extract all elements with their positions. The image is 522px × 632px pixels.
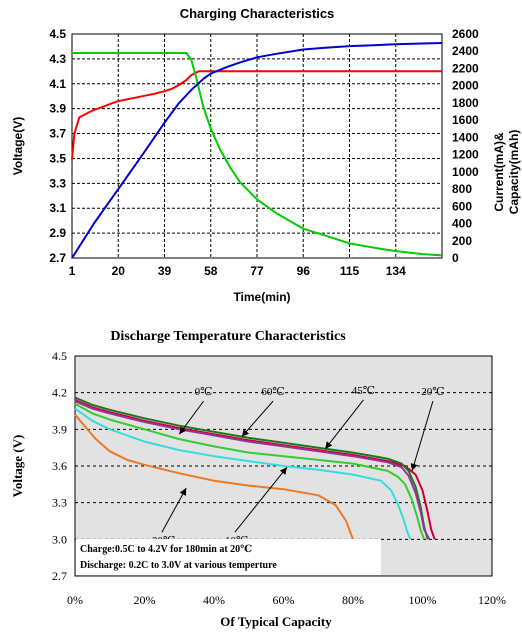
- discharge-annotation-arrowhead: [410, 463, 418, 471]
- discharge-series-line-3: [74, 402, 426, 540]
- charging-x-tick-label: 96: [297, 264, 311, 278]
- discharge-y-tick-label: 3.0: [52, 532, 67, 546]
- charging-y2-tick-label: 1800: [452, 96, 479, 110]
- charging-y-tick-label: 3.7: [49, 127, 66, 141]
- charging-x-tick-label: 115: [340, 264, 360, 278]
- discharge-series-line-1: [74, 396, 429, 540]
- discharge-y-tick-label: 4.5: [52, 349, 67, 363]
- discharge-x-axis-label: Of Typical Capacity: [220, 614, 332, 629]
- charging-y-ticks: 2.7 2.9 3.1 3.3 3.5 3.7 3.9 4.1 4.3 4.5: [49, 27, 66, 265]
- discharge-x-ticks: 0% 20% 40% 60% 80% 100% 120%: [67, 593, 506, 607]
- charging-y2-tick-label: 400: [452, 217, 472, 231]
- discharge-series-line-5: [74, 414, 354, 540]
- discharge-x-tick-label: 60%: [273, 593, 295, 607]
- discharge-annotation-arrowhead: [179, 426, 187, 435]
- discharge-y-tick-label: 2.7: [52, 569, 67, 583]
- discharge-annotation-label: 45℃: [352, 385, 375, 397]
- charging-y2-tick-label: 2000: [452, 79, 479, 93]
- charging-y2-axis-label-line1: Current(mA)&: [492, 132, 506, 212]
- charging-x-tick-label: 77: [250, 264, 264, 278]
- charging-y-tick-label: 4.5: [49, 27, 66, 41]
- charging-x-tick-label: 1: [69, 264, 76, 278]
- charging-y2-tick-label: 2400: [452, 44, 479, 58]
- charging-series-line-0: [71, 70, 442, 160]
- charging-y2-tick-label: 1400: [452, 130, 479, 144]
- charging-x-tick-label: 58: [204, 264, 218, 278]
- discharge-note-line2: Discharge: 0.2C to 3.0V at various tempe…: [80, 560, 277, 571]
- discharge-annotation-arrow: [161, 487, 187, 533]
- charging-y-tick-label: 3.5: [49, 151, 66, 165]
- discharge-annotations: 0℃60℃45℃20℃-20℃-10℃: [148, 385, 444, 547]
- charging-y-tick-label: 4.3: [49, 52, 66, 66]
- discharge-annotation-label: 20℃: [421, 386, 444, 398]
- charging-x-tick-label: 134: [386, 264, 406, 278]
- discharge-annotation-arrow: [234, 466, 288, 533]
- charging-x-ticks: 1 20 39 58 77 96 115 134: [69, 264, 406, 278]
- charging-y-tick-label: 4.1: [49, 77, 66, 91]
- discharge-annotation-arrow: [411, 400, 434, 472]
- discharge-annotation-arrowhead: [241, 429, 250, 437]
- discharge-y-tick-label: 3.6: [52, 459, 67, 473]
- charging-x-tick-label: 20: [112, 264, 126, 278]
- discharge-series-line-0: [74, 399, 436, 540]
- charging-series-line-2: [71, 42, 443, 259]
- charging-y2-tick-label: 200: [452, 234, 472, 248]
- charging-y-tick-label: 2.9: [49, 226, 66, 240]
- charging-y2-tick-label: 0: [452, 251, 459, 265]
- discharge-x-tick-label: 80%: [342, 593, 364, 607]
- discharge-annotation-arrowhead: [279, 467, 287, 475]
- discharge-annotation-arrow: [241, 400, 274, 437]
- discharge-y-ticks: 2.7 3.0 3.3 3.6 3.9 4.2 4.5: [52, 349, 67, 583]
- charging-y2-ticks: 0 200 400 600 800 1000 1200 1400 1600 1800 2000 220…: [452, 27, 479, 265]
- charging-x-axis-label: Time(min): [233, 290, 290, 304]
- charging-y-axis-label: Voltage(V): [11, 117, 25, 175]
- discharge-x-tick-label: 40%: [203, 593, 225, 607]
- charging-y2-tick-label: 1200: [452, 148, 479, 162]
- charging-y-tick-label: 3.1: [49, 201, 66, 215]
- discharge-annotation-arrowhead: [325, 441, 333, 449]
- discharge-y-tick-label: 3.9: [52, 422, 67, 436]
- charging-y2-tick-label: 800: [452, 182, 472, 196]
- charging-grid: [72, 34, 442, 258]
- discharge-annotation-arrowhead: [179, 488, 187, 496]
- charging-series-line-1: [72, 52, 443, 257]
- discharge-annotation-label: 0℃: [195, 386, 213, 398]
- discharge-y-axis-label: Voltage (V): [10, 435, 25, 498]
- discharge-x-tick-label: 20%: [134, 593, 156, 607]
- charging-y-tick-label: 2.7: [49, 251, 66, 265]
- charging-y2-tick-label: 1600: [452, 113, 479, 127]
- discharge-annotation-label: 60℃: [261, 386, 284, 398]
- discharge-y-tick-label: 3.3: [52, 496, 67, 510]
- discharge-chart-title: Discharge Temperature Characteristics: [110, 329, 346, 344]
- discharge-note-line1: Charge:0.5C to 4.2V for 180min at 20℃: [80, 544, 252, 555]
- charging-chart-title: Charging Characteristics: [180, 6, 335, 21]
- discharge-y-tick-label: 4.2: [52, 386, 67, 400]
- charging-y-tick-label: 3.9: [49, 102, 66, 116]
- charging-y2-tick-label: 2200: [452, 61, 479, 75]
- charging-y-tick-label: 3.3: [49, 176, 66, 190]
- discharge-x-tick-label: 0%: [67, 593, 83, 607]
- discharge-series-line-2: [74, 400, 431, 540]
- charging-y2-tick-label: 1000: [452, 165, 479, 179]
- charging-chart: Charging Characteristics 1 20 39 58 77 96 115 1…: [11, 6, 521, 304]
- charging-y2-axis-label-line2: Capacity(mAh): [507, 130, 521, 215]
- charging-y2-tick-label: 2600: [452, 27, 479, 41]
- discharge-x-tick-label: 100%: [409, 593, 437, 607]
- discharge-annotation-arrow: [324, 399, 364, 450]
- discharge-series: [74, 396, 436, 540]
- charging-series: [71, 42, 443, 259]
- discharge-chart: Discharge Temperature Characteristics 0℃…: [10, 329, 506, 629]
- discharge-note-box: [76, 539, 381, 575]
- charging-x-tick-label: 39: [158, 264, 172, 278]
- discharge-series-line-4: [74, 407, 412, 540]
- charging-y2-tick-label: 600: [452, 199, 472, 213]
- discharge-x-tick-label: 120%: [478, 593, 506, 607]
